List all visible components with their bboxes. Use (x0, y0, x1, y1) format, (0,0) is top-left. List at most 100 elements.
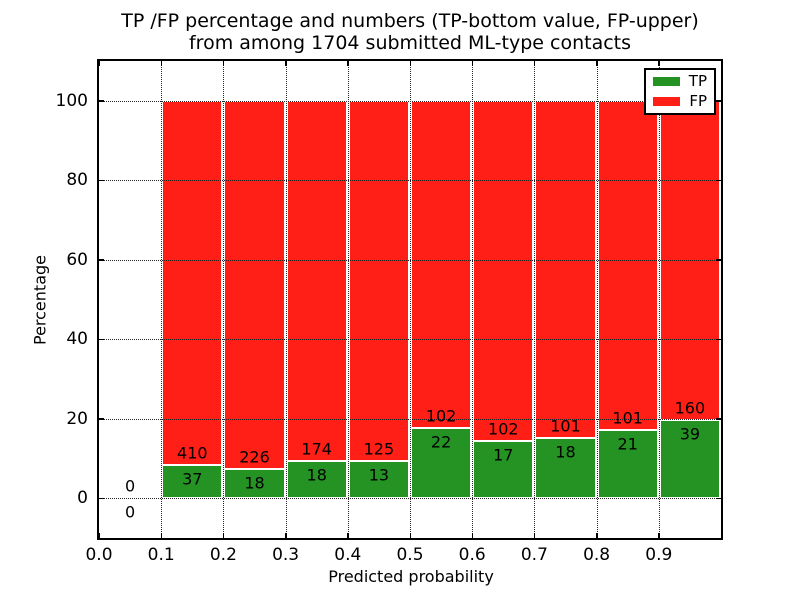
y-tick-mark (716, 338, 721, 341)
x-tick-label: 0.4 (334, 545, 362, 565)
tp-count-label: 17 (493, 445, 514, 465)
fp-count-label: 160 (674, 398, 706, 418)
tp-count-label: 0 (125, 502, 136, 522)
x-tick-mark (222, 533, 225, 538)
tp-bar-segment (224, 468, 285, 499)
x-tick-mark (533, 61, 536, 66)
tp-count-label: 18 (555, 442, 576, 462)
y-tick-mark (99, 338, 104, 341)
x-tick-label: 0.6 (458, 545, 486, 565)
tp-count-label: 37 (182, 469, 203, 489)
y-tick-label: 0 (77, 488, 88, 509)
fp-bar-segment (162, 100, 223, 466)
x-tick-mark (471, 533, 474, 538)
x-axis-label: Predicted probability (328, 567, 494, 586)
tp-bar-segment (597, 429, 658, 499)
x-tick-mark (347, 61, 349, 66)
y-tick-mark (99, 418, 104, 420)
x-tick-mark (285, 533, 287, 538)
x-tick-mark (596, 61, 598, 66)
tp-count-label: 39 (679, 424, 701, 444)
y-tick-mark (99, 259, 104, 261)
chart-title-line2: from among 1704 submitted ML-type contac… (188, 32, 632, 54)
v-gridline (285, 61, 287, 538)
y-tick-mark (99, 497, 104, 500)
x-tick-mark (222, 61, 225, 66)
fp-bar-segment (224, 100, 285, 469)
legend: TP FP (644, 68, 716, 115)
x-tick-mark (409, 533, 411, 538)
y-tick-mark (716, 418, 721, 420)
fp-bar-segment (473, 100, 534, 442)
fp-bar-segment (286, 100, 347, 461)
legend-label-tp: TP (688, 72, 707, 90)
x-tick-mark (160, 61, 163, 66)
fp-bar-segment (348, 100, 409, 461)
tp-bar-segment (348, 460, 409, 499)
v-gridline (534, 61, 536, 538)
tp-count-label: 22 (430, 432, 452, 452)
y-tick-mark (716, 497, 721, 500)
x-tick-mark (347, 533, 349, 538)
fp-bar-segment (597, 100, 658, 430)
y-tick-label: 20 (66, 408, 88, 429)
x-tick-label: 0.8 (583, 545, 611, 565)
x-tick-label: 0.0 (85, 545, 113, 565)
legend-item-fp: FP (653, 94, 707, 109)
y-tick-mark (716, 179, 721, 182)
fp-bar-segment (535, 100, 596, 439)
y-tick-label: 60 (66, 249, 88, 270)
chart-title-line1: TP /FP percentage and numbers (TP-bottom… (121, 10, 699, 32)
x-tick-mark (285, 61, 287, 66)
fp-bar-segment (411, 100, 472, 428)
chart-title: TP /FP percentage and numbers (TP-bottom… (121, 10, 699, 54)
v-gridline (161, 61, 163, 538)
tp-bar-segment (535, 438, 596, 499)
tp-count-label: 18 (306, 465, 327, 485)
x-tick-label: 0.9 (645, 545, 673, 565)
x-tick-label: 0.1 (147, 545, 175, 565)
x-tick-mark (98, 61, 100, 66)
y-tick-mark (99, 179, 104, 182)
y-tick-label: 100 (55, 90, 88, 111)
tp-count-label: 18 (244, 473, 265, 493)
x-tick-mark (98, 533, 100, 538)
tp-bar-segment (162, 465, 223, 499)
v-gridline (223, 61, 225, 538)
fp-count-label: 174 (301, 439, 332, 459)
x-tick-mark (409, 61, 411, 66)
fp-count-label: 101 (550, 416, 581, 436)
fp-count-label: 102 (425, 406, 457, 426)
x-tick-mark (596, 533, 598, 538)
v-gridline (658, 61, 660, 538)
x-tick-label: 0.7 (520, 545, 548, 565)
y-tick-label: 40 (66, 329, 88, 350)
tp-bar-segment (286, 460, 347, 499)
x-tick-mark (658, 61, 660, 66)
v-gridline (410, 61, 411, 538)
x-tick-mark (160, 533, 163, 538)
fp-count-label: 102 (488, 419, 519, 439)
x-tick-mark (533, 533, 536, 538)
v-gridline (596, 61, 598, 538)
plot-area: 0 0 410 37 226 18 174 18 125 13 102 22 102 17 101 18 101… (98, 61, 721, 538)
x-tick-label: 0.2 (209, 545, 237, 565)
y-tick-mark (716, 259, 721, 261)
y-tick-mark (99, 100, 104, 102)
fp-count-label: 0 (125, 476, 136, 496)
x-tick-label: 0.5 (396, 545, 424, 565)
fp-count-label: 125 (363, 439, 395, 459)
fp-count-label: 226 (239, 447, 270, 467)
tp-bar-segment (473, 441, 534, 499)
fp-count-label: 410 (177, 443, 208, 463)
fp-swatch-icon (653, 97, 681, 106)
tp-count-label: 21 (617, 434, 638, 454)
fp-count-label: 101 (612, 408, 643, 428)
legend-item-tp: TP (653, 74, 707, 89)
x-tick-label: 0.3 (272, 545, 300, 565)
v-gridline (472, 61, 474, 538)
legend-label-fp: FP (689, 92, 707, 110)
x-tick-mark (658, 533, 660, 538)
tp-count-label: 13 (368, 465, 390, 485)
